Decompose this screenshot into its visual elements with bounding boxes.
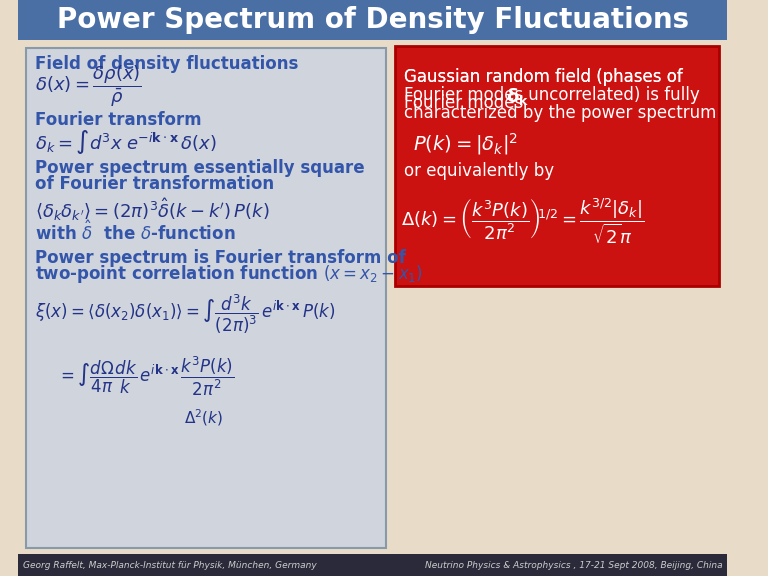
Text: two-point correlation function $(x=x_2-x_1)$: two-point correlation function $(x=x_2-x… bbox=[35, 263, 423, 285]
Text: Field of density fluctuations: Field of density fluctuations bbox=[35, 55, 299, 73]
Text: $\mathbf{\delta_k}$: $\mathbf{\delta_k}$ bbox=[506, 86, 530, 107]
FancyBboxPatch shape bbox=[395, 46, 720, 286]
Text: Power spectrum is Fourier transform of: Power spectrum is Fourier transform of bbox=[35, 249, 406, 267]
Text: uncorrelated) is fully: uncorrelated) is fully bbox=[523, 86, 700, 104]
Text: $\xi(x) = \langle\delta(x_2)\delta(x_1)\rangle = \int\dfrac{d^3k}{(2\pi)^3}\,e^{: $\xi(x) = \langle\delta(x_2)\delta(x_1)\… bbox=[35, 292, 336, 336]
Text: $P(k) = |\delta_k|^2$: $P(k) = |\delta_k|^2$ bbox=[413, 131, 518, 157]
Text: $= \int\dfrac{d\Omega}{4\pi}\dfrac{dk}{k}\,e^{i\mathbf{k}\cdot\mathbf{x}}\,\dfra: $= \int\dfrac{d\Omega}{4\pi}\dfrac{dk}{k… bbox=[57, 354, 235, 397]
Text: Gaussian random field (phases of
Fourier modes: Gaussian random field (phases of Fourier… bbox=[404, 68, 683, 112]
Text: characterized by the power spectrum: characterized by the power spectrum bbox=[404, 104, 717, 122]
Text: $\delta(x) = \dfrac{\delta\rho(x)}{\bar{\rho}}$: $\delta(x) = \dfrac{\delta\rho(x)}{\bar{… bbox=[35, 63, 142, 109]
FancyBboxPatch shape bbox=[26, 48, 386, 548]
Text: $\langle\delta_k\delta_{k'}\rangle = (2\pi)^3\hat{\delta}(k-k')\,P(k)$: $\langle\delta_k\delta_{k'}\rangle = (2\… bbox=[35, 196, 270, 223]
FancyBboxPatch shape bbox=[18, 554, 727, 576]
Text: or equivalently by: or equivalently by bbox=[404, 162, 554, 180]
Text: Fourier modes: Fourier modes bbox=[404, 86, 528, 104]
Text: of Fourier transformation: of Fourier transformation bbox=[35, 175, 274, 193]
Text: Neutrino Physics & Astrophysics , 17-21 Sept 2008, Beijing, China: Neutrino Physics & Astrophysics , 17-21 … bbox=[425, 560, 722, 570]
Text: $\Delta(k) = \left(\dfrac{k^3 P(k)}{2\pi^2}\right)^{\!\!1/2} = \dfrac{k^{3/2}|\d: $\Delta(k) = \left(\dfrac{k^3 P(k)}{2\pi… bbox=[401, 196, 645, 246]
Text: Fourier transform: Fourier transform bbox=[35, 111, 202, 129]
Text: Power spectrum essentially square: Power spectrum essentially square bbox=[35, 159, 365, 177]
FancyBboxPatch shape bbox=[18, 0, 727, 40]
Text: Power Spectrum of Density Fluctuations: Power Spectrum of Density Fluctuations bbox=[57, 6, 689, 34]
Text: Georg Raffelt, Max-Planck-Institut für Physik, München, Germany: Georg Raffelt, Max-Planck-Institut für P… bbox=[23, 560, 317, 570]
Text: $\delta_k = \int d^3x\; e^{-i\mathbf{k}\cdot\mathbf{x}}\, \delta(x)$: $\delta_k = \int d^3x\; e^{-i\mathbf{k}\… bbox=[35, 128, 217, 156]
Text: Gaussian random field (phases of: Gaussian random field (phases of bbox=[404, 68, 683, 86]
Text: $\Delta^2(k)$: $\Delta^2(k)$ bbox=[184, 408, 223, 429]
Text: with $\hat{\delta}$  the $\delta$-function: with $\hat{\delta}$ the $\delta$-functio… bbox=[35, 220, 236, 244]
